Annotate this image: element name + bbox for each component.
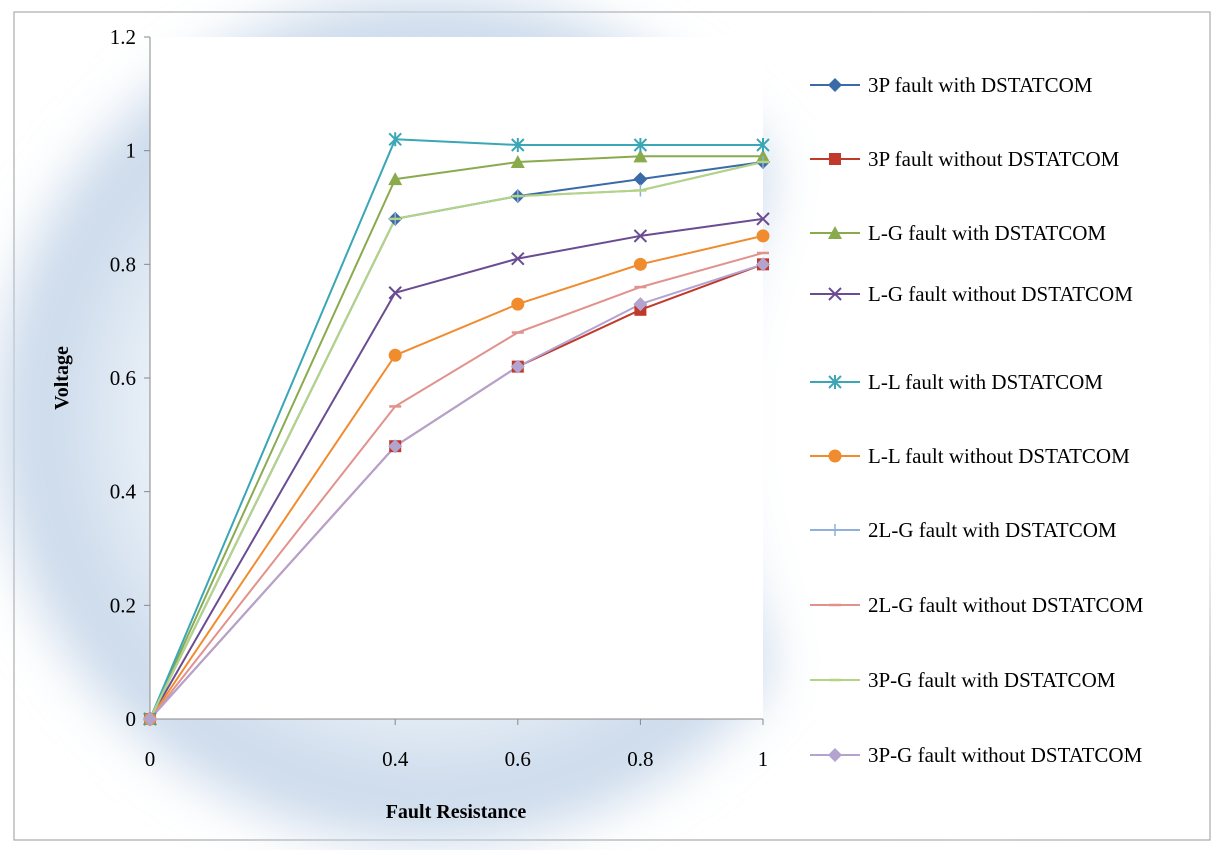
data-point-l-g-fault-without-dstatcom xyxy=(756,212,770,226)
data-point-3p-g-fault-without-dstatcom xyxy=(510,359,525,374)
legend-label: 2L-G fault with DSTATCOM xyxy=(868,518,1117,542)
data-point-l-l-fault-with-dstatcom xyxy=(511,137,525,152)
data-point-3p-g-fault-without-dstatcom xyxy=(388,439,403,454)
legend-label: 3P fault with DSTATCOM xyxy=(868,73,1093,97)
data-point-l-g-fault-with-dstatcom xyxy=(510,155,525,169)
legend-swatch-marker xyxy=(828,226,842,239)
data-point-l-g-fault-with-dstatcom xyxy=(388,172,403,186)
data-point-l-l-fault-without-dstatcom xyxy=(756,229,770,243)
legend-label: 3P fault without DSTATCOM xyxy=(868,147,1120,171)
y-tick-label: 0.2 xyxy=(110,593,136,617)
y-tick-label: 0.8 xyxy=(110,252,136,276)
legend-item-2l-g-fault-without-dstatcom: 2L-G fault without DSTATCOM xyxy=(810,593,1144,617)
data-point-l-l-fault-with-dstatcom xyxy=(756,137,770,152)
data-point-l-l-fault-with-dstatcom xyxy=(633,137,648,152)
data-point-3p-g-fault-without-dstatcom xyxy=(633,297,648,312)
data-point-l-l-fault-without-dstatcom xyxy=(511,297,525,311)
data-point-l-l-fault-without-dstatcom xyxy=(633,257,647,271)
data-point-l-l-fault-with-dstatcom xyxy=(388,132,402,147)
x-axis-ticks: 0 0.4 0.6 0.8 1 xyxy=(145,719,769,771)
legend-item-3p-fault-without-dstatcom: 3P fault without DSTATCOM xyxy=(810,147,1120,171)
x-tick-label: 0.6 xyxy=(505,747,531,771)
legend-label: 3P-G fault without DSTATCOM xyxy=(868,743,1143,767)
legend-swatch-marker xyxy=(828,78,842,92)
legend-item-2l-g-fault-with-dstatcom: 2L-G fault with DSTATCOM xyxy=(810,518,1117,542)
legend-item-l-g-fault-without-dstatcom: L-G fault without DSTATCOM xyxy=(810,282,1133,306)
legend-swatch-marker xyxy=(828,748,842,762)
data-point-l-l-fault-without-dstatcom xyxy=(388,348,402,362)
data-point-l-g-fault-with-dstatcom xyxy=(756,149,770,163)
legend-item-l-l-fault-with-dstatcom: L-L fault with DSTATCOM xyxy=(810,370,1103,394)
legend-swatch-marker xyxy=(829,524,841,536)
y-tick-label: 0.6 xyxy=(110,366,136,390)
x-tick-label: 0 xyxy=(145,747,156,771)
data-point-3p-g-fault-without-dstatcom xyxy=(143,712,157,726)
legend-label: 3P-G fault with DSTATCOM xyxy=(868,668,1116,692)
legend-swatch-marker xyxy=(829,153,841,165)
legend-label: L-L fault with DSTATCOM xyxy=(868,370,1103,394)
legend: 3P fault with DSTATCOM 3P fault without D… xyxy=(810,73,1144,767)
y-axis-ticks: 0 0.2 0.4 0.6 0.8 1 1.2 xyxy=(110,25,150,731)
legend-item-3p-fault-with-dstatcom: 3P fault with DSTATCOM xyxy=(810,73,1093,97)
x-tick-label: 1 xyxy=(758,747,769,771)
legend-label: L-G fault with DSTATCOM xyxy=(868,221,1106,245)
series-markers xyxy=(143,132,770,726)
y-axis-title: Voltage xyxy=(51,346,73,410)
y-tick-label: 1.2 xyxy=(110,25,136,49)
data-point-l-g-fault-with-dstatcom xyxy=(633,149,648,163)
legend-item-3p-g-fault-with-dstatcom: 3P-G fault with DSTATCOM xyxy=(810,668,1116,692)
legend-swatch-marker xyxy=(828,375,842,389)
legend-swatch-marker xyxy=(828,449,842,463)
legend-item-l-l-fault-without-dstatcom: L-L fault without DSTATCOM xyxy=(810,444,1130,468)
legend-item-3p-g-fault-without-dstatcom: 3P-G fault without DSTATCOM xyxy=(810,743,1143,767)
legend-label: L-G fault without DSTATCOM xyxy=(868,282,1133,306)
y-tick-label: 0 xyxy=(126,707,137,731)
data-point-3p-fault-with-dstatcom xyxy=(633,172,648,187)
x-tick-label: 0.8 xyxy=(627,747,653,771)
legend-item-l-g-fault-with-dstatcom: L-G fault with DSTATCOM xyxy=(810,221,1106,245)
y-tick-label: 1 xyxy=(126,139,137,163)
data-point-l-g-fault-without-dstatcom xyxy=(633,229,648,243)
data-point-l-g-fault-without-dstatcom xyxy=(388,286,402,300)
x-tick-label: 0.4 xyxy=(382,747,409,771)
legend-label: L-L fault without DSTATCOM xyxy=(868,444,1130,468)
legend-swatch-marker xyxy=(828,287,842,301)
data-point-3p-g-fault-without-dstatcom xyxy=(756,257,770,272)
x-axis-title: Fault Resistance xyxy=(386,801,527,823)
legend-label: 2L-G fault without DSTATCOM xyxy=(868,593,1144,617)
data-point-l-g-fault-without-dstatcom xyxy=(511,251,525,266)
y-tick-label: 0.4 xyxy=(110,480,137,504)
